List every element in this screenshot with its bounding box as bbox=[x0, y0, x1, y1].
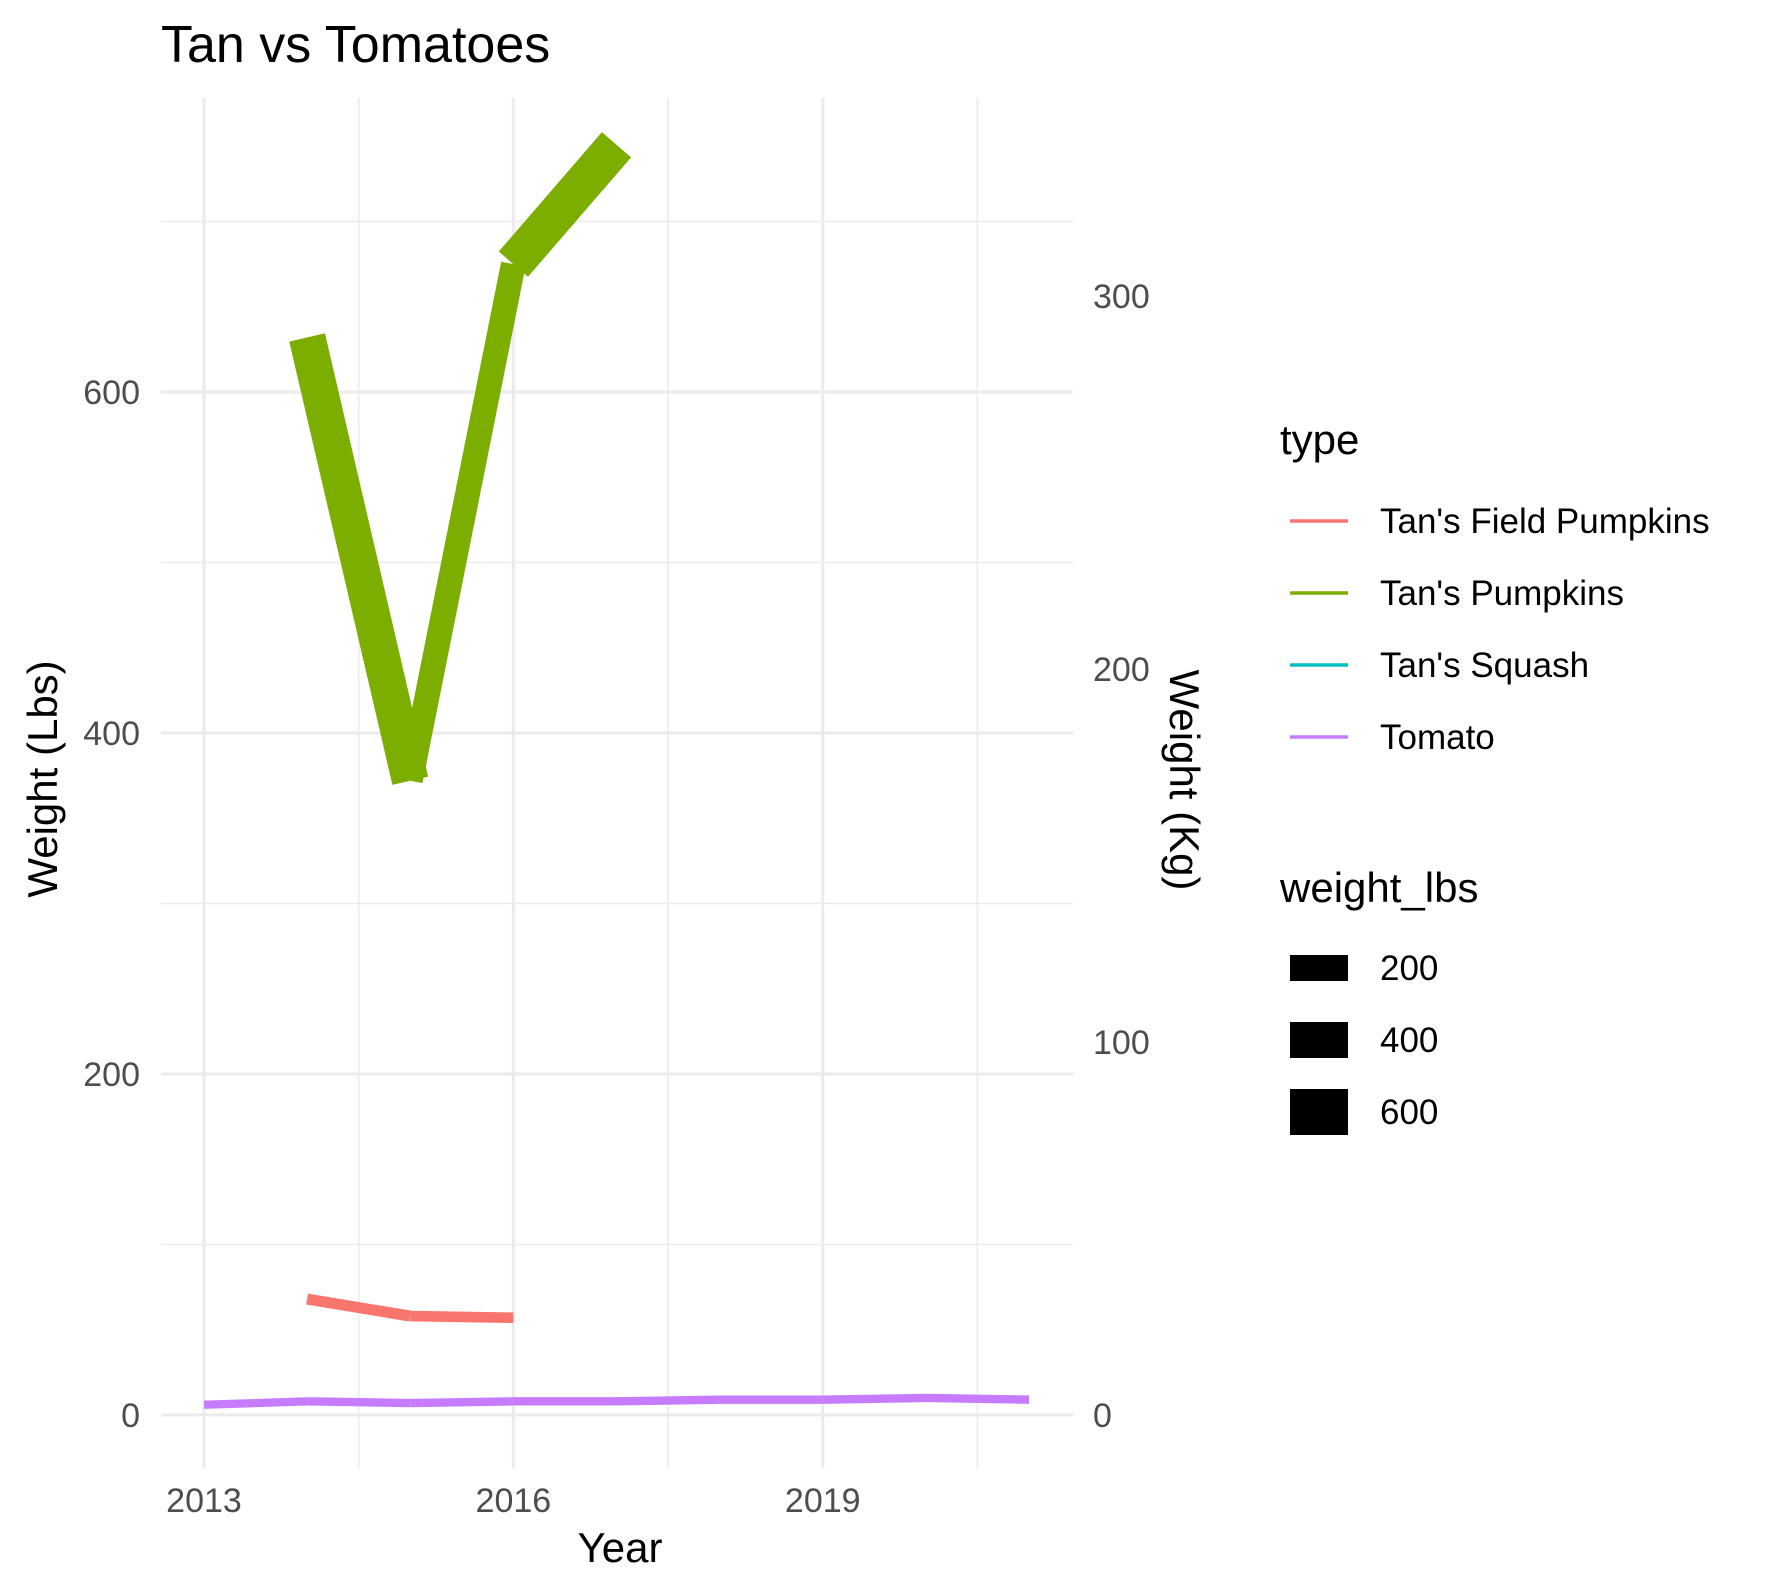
chart-title: Tan vs Tomatoes bbox=[161, 16, 550, 74]
x-axis: 2013 2016 2019 bbox=[166, 1482, 860, 1520]
x-tick-label: 2016 bbox=[476, 1482, 552, 1520]
major-gridlines bbox=[161, 98, 1073, 1468]
x-axis-title: Year bbox=[578, 1524, 663, 1571]
legend-label-type: Tan's Pumpkins bbox=[1380, 574, 1624, 613]
y-tick-label: 600 bbox=[83, 374, 140, 412]
y2-tick-label: 0 bbox=[1093, 1397, 1112, 1435]
y2-tick-label: 200 bbox=[1093, 651, 1150, 689]
series-segment-3 bbox=[307, 1397, 411, 1408]
x-tick-label: 2013 bbox=[166, 1482, 242, 1520]
legend-type-items: Tan's Field Pumpkins Tan's Pumpkins Tan's … bbox=[1290, 502, 1710, 757]
legend-label-size: 400 bbox=[1380, 1021, 1438, 1060]
y2-tick-label: 100 bbox=[1093, 1024, 1150, 1062]
y-tick-label: 200 bbox=[83, 1056, 140, 1094]
legend-size-items: 200 400 600 bbox=[1290, 949, 1438, 1135]
legend-label-size: 600 bbox=[1380, 1093, 1438, 1132]
legend-key-size bbox=[1290, 1022, 1348, 1058]
y-tick-label: 400 bbox=[83, 715, 140, 753]
legend-size-title: weight_lbs bbox=[1279, 864, 1478, 911]
y-axis-left: 0 200 400 600 bbox=[83, 374, 140, 1435]
series-segment-3 bbox=[822, 1393, 926, 1404]
series-segment-1 bbox=[289, 333, 429, 785]
data-lines bbox=[203, 132, 1030, 1409]
y-axis-title: Weight (Lbs) bbox=[19, 660, 66, 897]
series-segment-0 bbox=[410, 1310, 514, 1324]
legend-label-type: Tan's Field Pumpkins bbox=[1380, 502, 1710, 541]
series-segment-0 bbox=[306, 1293, 412, 1322]
y2-tick-label: 300 bbox=[1093, 278, 1150, 316]
legend-label-type: Tomato bbox=[1380, 718, 1495, 757]
x-tick-label: 2019 bbox=[785, 1482, 861, 1520]
legend-label-size: 200 bbox=[1380, 949, 1438, 988]
legend-label-type: Tan's Squash bbox=[1380, 646, 1589, 685]
y-axis-right: 0 100 200 300 bbox=[1093, 278, 1150, 1435]
series-segment-3 bbox=[925, 1393, 1030, 1404]
series-segment-3 bbox=[203, 1397, 308, 1409]
series-segment-3 bbox=[616, 1395, 720, 1406]
y-tick-label: 0 bbox=[121, 1397, 140, 1435]
series-segment-3 bbox=[410, 1397, 514, 1408]
series-segment-1 bbox=[398, 261, 526, 784]
minor-gridlines bbox=[161, 98, 1073, 1468]
y2-axis-title: Weight (Kg) bbox=[1161, 670, 1208, 891]
legend-key-size bbox=[1290, 955, 1348, 981]
legend-type-title: type bbox=[1280, 416, 1359, 463]
legend-key-size bbox=[1290, 1089, 1348, 1135]
series-segment-1 bbox=[498, 132, 632, 277]
